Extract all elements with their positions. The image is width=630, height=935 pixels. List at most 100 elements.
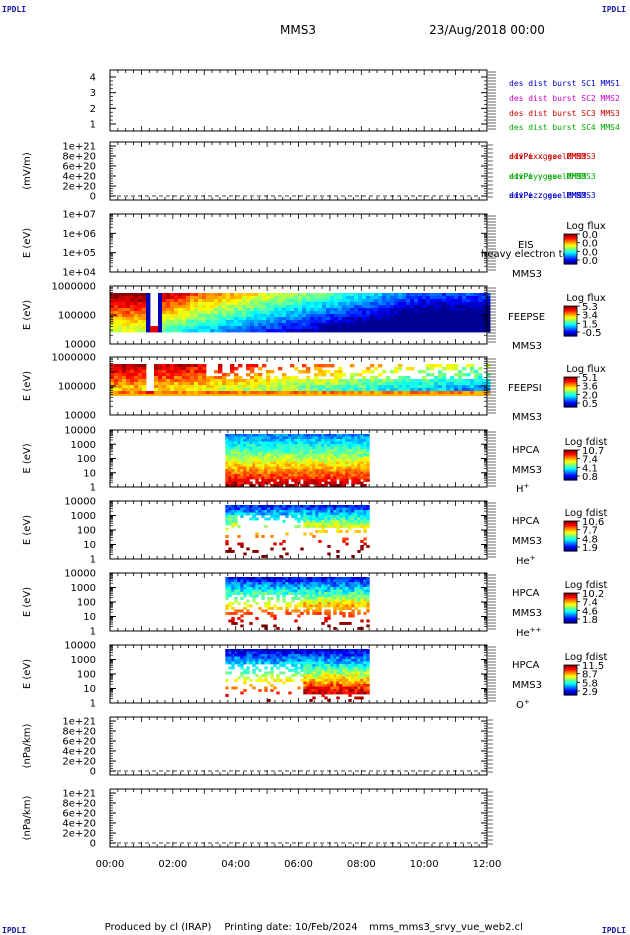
spectrogram-cell — [276, 627, 279, 630]
spectrogram-cell — [255, 602, 258, 605]
spectrogram-cell — [336, 550, 339, 553]
spectrogram-cell — [278, 329, 282, 332]
spectrogram-cell — [314, 314, 318, 317]
spectrogram-cell — [228, 602, 231, 605]
spectrogram-cell — [291, 444, 294, 447]
spectrogram-cell — [309, 482, 312, 485]
spectrogram-cell — [336, 523, 339, 526]
spectrogram-cell — [390, 308, 394, 311]
spectrogram-cell — [303, 513, 306, 516]
spectrogram-cell — [228, 464, 231, 467]
spectrogram-cell — [282, 548, 285, 551]
spectrogram-cell — [334, 385, 338, 388]
spectrogram-cell — [276, 607, 279, 610]
spectrogram-cell — [279, 454, 282, 457]
spectrogram-cell — [321, 444, 324, 447]
spectrogram-cell — [190, 373, 194, 376]
spectrogram-cell — [390, 391, 394, 394]
spectrogram-cell — [422, 391, 426, 394]
spectrogram-cell — [339, 477, 342, 480]
spectrogram-cell — [458, 376, 462, 379]
spectrogram-cell — [318, 469, 321, 472]
spectrogram-cell — [310, 305, 314, 308]
spectrogram-cell — [366, 320, 370, 323]
spectrogram-cell — [290, 302, 294, 305]
spectrogram-cell — [255, 577, 258, 580]
spectrogram-cell — [327, 508, 330, 511]
spectrogram-cell — [270, 296, 274, 299]
spectrogram-cell — [386, 317, 390, 320]
spectrogram-cell — [324, 474, 327, 477]
spectrogram-cell — [282, 376, 286, 379]
spectrogram-cell — [354, 329, 358, 332]
spectrogram-cell — [218, 388, 222, 391]
spectrogram-cell — [354, 293, 358, 296]
spectrogram-cell — [134, 308, 138, 311]
spectrogram-cell — [354, 518, 357, 521]
spectrogram-cell — [250, 376, 254, 379]
spectrogram-cell — [394, 302, 398, 305]
spectrogram-cell — [470, 317, 474, 320]
spectrogram-cell — [342, 459, 345, 462]
spectrogram-cell — [474, 311, 478, 314]
spectrogram-cell — [348, 464, 351, 467]
spectrogram-cell — [270, 370, 274, 373]
spectrogram-cell — [286, 323, 290, 326]
spectrogram-cell — [378, 320, 382, 323]
spectrogram-cell — [306, 482, 309, 485]
spectrogram-cell — [261, 467, 264, 470]
spectrogram-cell — [234, 580, 237, 583]
spectrogram-cell — [252, 590, 255, 593]
spectrogram-cell — [426, 299, 430, 302]
spectrogram-cell — [214, 308, 218, 311]
spectrogram-cell — [228, 444, 231, 447]
spectrogram-cell — [231, 444, 234, 447]
spectrogram-cell — [274, 302, 278, 305]
spectrogram-cell — [231, 550, 234, 553]
spectrogram-cell — [264, 452, 267, 455]
spectrogram-cell — [194, 311, 198, 314]
spectrogram-cell — [454, 326, 458, 329]
spectrogram-cell — [321, 459, 324, 462]
spectrogram-cell — [294, 379, 298, 382]
spectrogram-cell — [430, 379, 434, 382]
spectrogram-cell — [294, 442, 297, 445]
spectrogram-cell — [414, 302, 418, 305]
spectrogram-cell — [351, 555, 354, 558]
spectrogram-cell — [276, 434, 279, 437]
spectrogram-cell — [266, 302, 270, 305]
spectrogram-cell — [318, 505, 321, 508]
spectrogram-cell — [303, 520, 306, 523]
spectrogram-cell — [450, 364, 454, 367]
spectrogram-cell — [430, 293, 434, 296]
spectrogram-cell — [255, 447, 258, 450]
spectrogram-cell — [261, 585, 264, 588]
spectrogram-cell — [258, 444, 261, 447]
spectrogram-cell — [267, 602, 270, 605]
spectrogram-cell — [190, 305, 194, 308]
spectrogram-cell — [430, 385, 434, 388]
spectrogram-cell — [218, 302, 222, 305]
spectrogram-cell — [360, 464, 363, 467]
spectrogram-cell — [309, 520, 312, 523]
spectrogram-cell — [298, 323, 302, 326]
spectrogram-cell — [230, 320, 234, 323]
spectrogram-cell — [249, 434, 252, 437]
spectrogram-cell — [225, 447, 228, 450]
spectrogram-cell — [246, 505, 249, 508]
spectrogram-cell — [285, 582, 288, 585]
spectrogram-cell — [362, 302, 366, 305]
spectrogram-cell — [357, 530, 360, 533]
spectrogram-cell — [186, 329, 190, 332]
spectrogram-cell — [252, 513, 255, 516]
spectrogram-cell — [225, 437, 228, 440]
spectrogram-cell — [225, 462, 228, 465]
spectrogram-cell — [363, 528, 366, 531]
spectrogram-cell — [422, 302, 426, 305]
spectrogram-cell — [138, 293, 142, 296]
spectrogram-cell — [354, 474, 357, 477]
spectrogram-cell — [330, 317, 334, 320]
spectrogram-cell — [382, 320, 386, 323]
spectrogram-cell — [363, 469, 366, 472]
spectrogram-cell — [252, 508, 255, 511]
